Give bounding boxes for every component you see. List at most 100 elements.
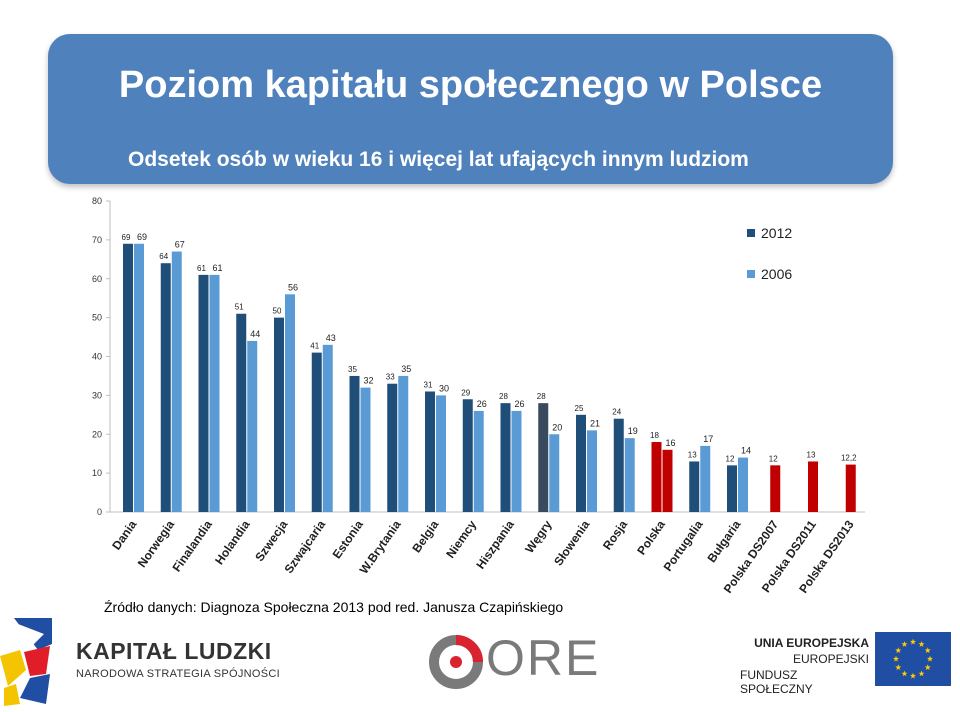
eu-star-icon [918,670,925,677]
bar-2012 [387,383,398,512]
bar-2006 [436,395,446,512]
bar-2006 [700,445,711,512]
x-tick-label: Szwecja [252,517,290,564]
data-label-2006: 61 [212,263,222,273]
data-label-2006: 35 [401,364,411,374]
bar-2012 [689,461,700,512]
y-tick-label: 60 [92,274,102,284]
x-tick-label: Dania [109,517,139,552]
data-label-2012: 50 [273,307,282,316]
data-label-2006: 26 [514,399,524,409]
data-label-2012: 24 [612,408,621,417]
data-label-2012: 13 [807,450,816,459]
legend-label: 2012 [761,225,792,241]
data-label-2006: 56 [288,282,298,292]
kapital-ludzki-title: KAPITAŁ LUDZKI [76,638,272,664]
eu-star-icon [924,664,931,671]
y-tick-label: 0 [97,507,102,517]
data-label-2012: 31 [424,380,433,389]
bar-2006 [587,430,597,512]
legend-swatch [747,270,755,278]
data-label-2012: 29 [461,388,470,397]
y-tick-label: 20 [92,429,102,439]
data-label-2012: 12 [769,454,778,463]
legend-label: 2006 [761,266,792,282]
ore-logo: ORE [428,630,598,692]
x-tick-label: Holandia [212,517,253,567]
eu-star-icon [901,641,908,647]
ore-ring-icon [429,635,483,689]
legend-swatch [747,229,755,237]
page-title: Poziom kapitału społecznego w Polsce [118,64,823,106]
data-label-2012: 41 [310,342,319,351]
data-label-2006: 32 [363,376,373,386]
data-label-2012: 64 [159,252,168,261]
y-tick-label: 40 [92,352,102,362]
kapital-ludzki-subtitle: NARODOWA STRATEGIA SPÓJNOŚCI [76,668,280,680]
eu-logo: UNIA EUROPEJSKA EUROPEJSKI FUNDUSZ SPOŁE… [740,630,955,696]
bar-2012 [500,403,511,512]
y-tick-label: 80 [92,196,102,206]
data-label-2006: 20 [552,422,562,432]
bar-2006 [662,449,673,512]
data-label-2006: 21 [590,418,600,428]
bar-2006 [473,410,484,512]
bar-2006 [624,438,635,512]
bar-2012 [770,465,781,512]
data-label-2006: 14 [741,446,751,456]
bar-2012 [349,375,360,512]
data-label-2006: 17 [703,434,713,444]
page-subtitle: Odsetek osób w wieku 16 i więcej lat ufa… [128,148,749,171]
data-label-2012: 35 [348,365,357,374]
eu-line-3: FUNDUSZ SPOŁECZNY [740,668,813,696]
bar-2012 [311,352,322,512]
x-tick-label: Norwegia [135,517,178,570]
data-label-2006: 67 [175,240,185,250]
data-label-2006: 19 [628,426,638,436]
bar-2012 [123,243,133,512]
data-label-2012: 28 [499,392,508,401]
y-tick-label: 70 [92,235,102,245]
data-label-2012: 33 [386,373,395,382]
x-tick-label: Rosja [600,517,630,552]
eu-star-icon [893,655,899,662]
bar-2012 [425,391,435,512]
eu-star-icon [910,672,916,679]
data-label-2006: 43 [326,333,336,343]
eu-star-icon [924,647,931,654]
bar-2012 [160,263,171,512]
data-label-2012: 12 [726,454,735,463]
x-tick-label: Belgia [409,517,441,555]
bar-2006 [360,387,371,512]
bar-2012 [808,461,818,512]
x-tick-label: Bułgaria [704,517,743,565]
data-label-2006: 30 [439,383,449,393]
kapital-ludzki-emblem-icon [0,618,52,706]
bar-2012 [538,403,549,512]
y-tick-label: 10 [92,468,102,478]
eu-star-icon [895,647,902,654]
eu-star-icon [927,655,933,662]
eu-line-1: UNIA EUROPEJSKA [754,636,869,650]
eu-star-icon [910,638,916,645]
x-tick-label: Estonia [330,517,367,561]
title-banner: Poziom kapitału społecznego w Polsce Ods… [48,34,893,184]
source-note: Źródło danych: Diagnoza Społeczna 2013 p… [104,599,564,615]
bar-2012 [462,399,473,512]
y-tick-label: 30 [92,390,102,400]
data-label-2012: 18 [650,431,659,440]
x-tick-label: Polska [634,517,668,557]
x-tick-label: Niemcy [443,517,479,560]
data-label-2012: 12,2 [841,454,857,463]
bar-2012 [651,442,662,512]
eu-flag-icon [875,632,951,686]
eu-star-icon [901,670,908,677]
eu-stars [893,638,933,679]
data-label-2006: 69 [137,232,147,242]
data-label-2006: 16 [665,438,675,448]
bar-2006 [322,344,333,512]
bar-2012 [274,317,284,512]
bar-2006 [398,375,409,512]
bar-2006 [247,340,258,512]
data-label-2012: 28 [537,392,546,401]
